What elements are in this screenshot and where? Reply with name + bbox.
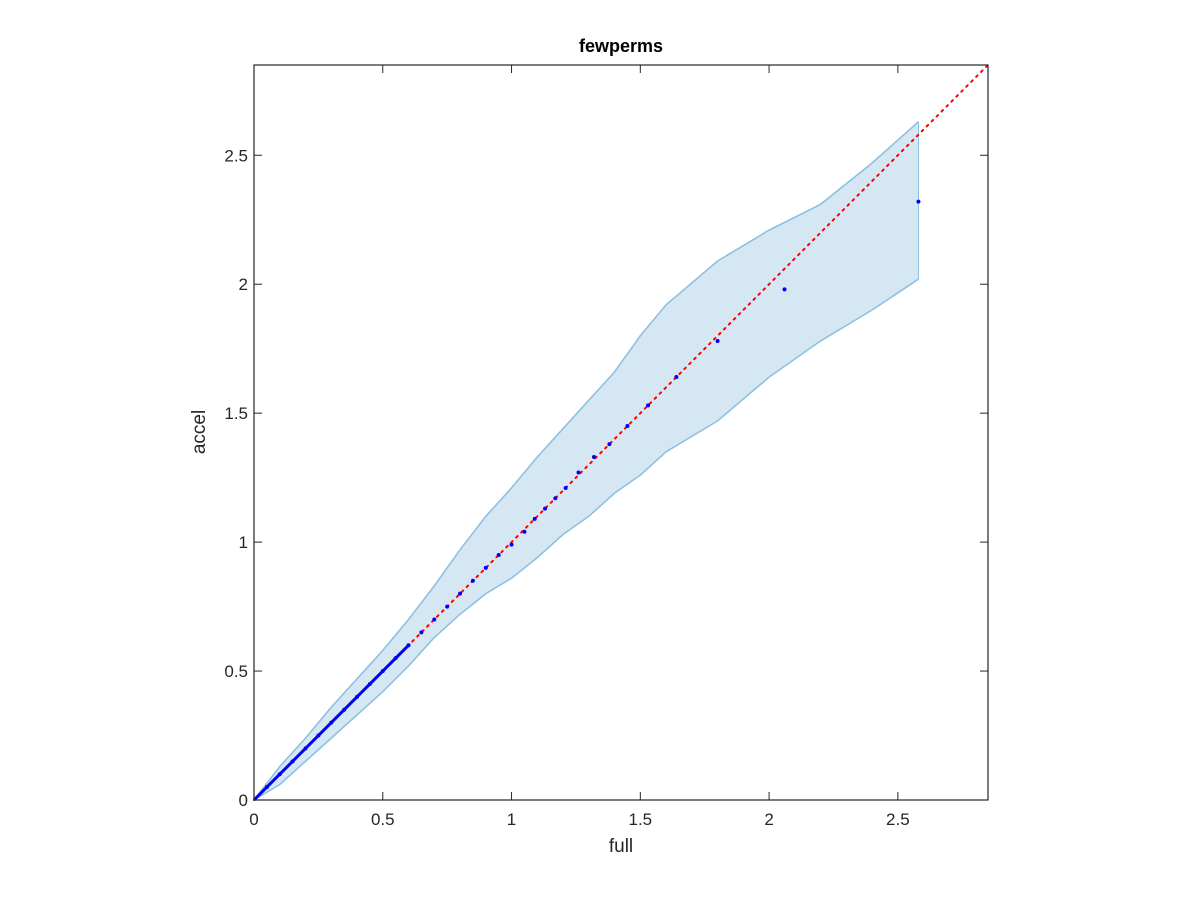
data-point bbox=[674, 375, 679, 380]
data-point bbox=[445, 604, 450, 609]
data-point bbox=[625, 424, 630, 429]
y-tick-label: 1 bbox=[239, 533, 248, 552]
x-tick-label: 0.5 bbox=[371, 810, 395, 829]
data-point bbox=[380, 669, 385, 674]
data-point bbox=[509, 542, 514, 547]
data-point bbox=[432, 617, 437, 622]
data-point bbox=[264, 785, 269, 790]
x-tick-label: 0 bbox=[249, 810, 258, 829]
plot-area bbox=[252, 64, 989, 802]
y-tick-label: 2.5 bbox=[224, 146, 248, 165]
chart-title: fewperms bbox=[579, 36, 663, 56]
data-point bbox=[355, 694, 360, 699]
data-point bbox=[419, 630, 424, 635]
x-tick-label: 1 bbox=[507, 810, 516, 829]
axes: 0 0.5 1 1.5 2 2.5 0 0.5 1 1.5 2 2.5 bbox=[224, 64, 989, 829]
data-point bbox=[303, 746, 308, 751]
band-upper-edge bbox=[253, 121, 920, 801]
y-tick-label: 0.5 bbox=[224, 662, 248, 681]
data-point bbox=[483, 565, 488, 570]
data-point bbox=[496, 553, 501, 557]
y-tick-label: 0 bbox=[239, 791, 248, 810]
data-point bbox=[563, 485, 568, 490]
data-point bbox=[916, 199, 921, 204]
data-point bbox=[522, 529, 527, 534]
data-point bbox=[316, 733, 321, 738]
data-point bbox=[782, 287, 787, 292]
identity-reference-line bbox=[253, 64, 989, 801]
data-point bbox=[532, 516, 537, 521]
x-axis-label: full bbox=[609, 836, 633, 857]
y-tick-label: 2 bbox=[239, 275, 248, 294]
data-point bbox=[470, 578, 475, 583]
data-point bbox=[576, 470, 581, 475]
data-point bbox=[646, 403, 651, 408]
x-tick-label: 1.5 bbox=[628, 810, 652, 829]
data-point bbox=[553, 496, 558, 501]
data-point bbox=[393, 656, 398, 661]
data-point bbox=[342, 707, 347, 712]
data-point bbox=[406, 643, 411, 648]
data-point bbox=[591, 455, 596, 459]
y-axis-label: accel bbox=[189, 410, 210, 454]
data-point bbox=[715, 338, 720, 343]
data-point bbox=[458, 591, 463, 596]
data-point bbox=[277, 772, 282, 777]
data-point bbox=[290, 759, 295, 764]
band-lower-edge bbox=[253, 278, 919, 801]
confidence-band bbox=[254, 121, 919, 800]
data-point bbox=[607, 442, 612, 447]
x-tick-label: 2 bbox=[764, 810, 773, 829]
data-point bbox=[367, 681, 372, 686]
y-tick-label: 1.5 bbox=[224, 404, 248, 423]
x-tick-label: 2.5 bbox=[886, 810, 910, 829]
data-point bbox=[543, 506, 548, 511]
data-point bbox=[329, 720, 334, 725]
axes-box bbox=[253, 64, 989, 801]
